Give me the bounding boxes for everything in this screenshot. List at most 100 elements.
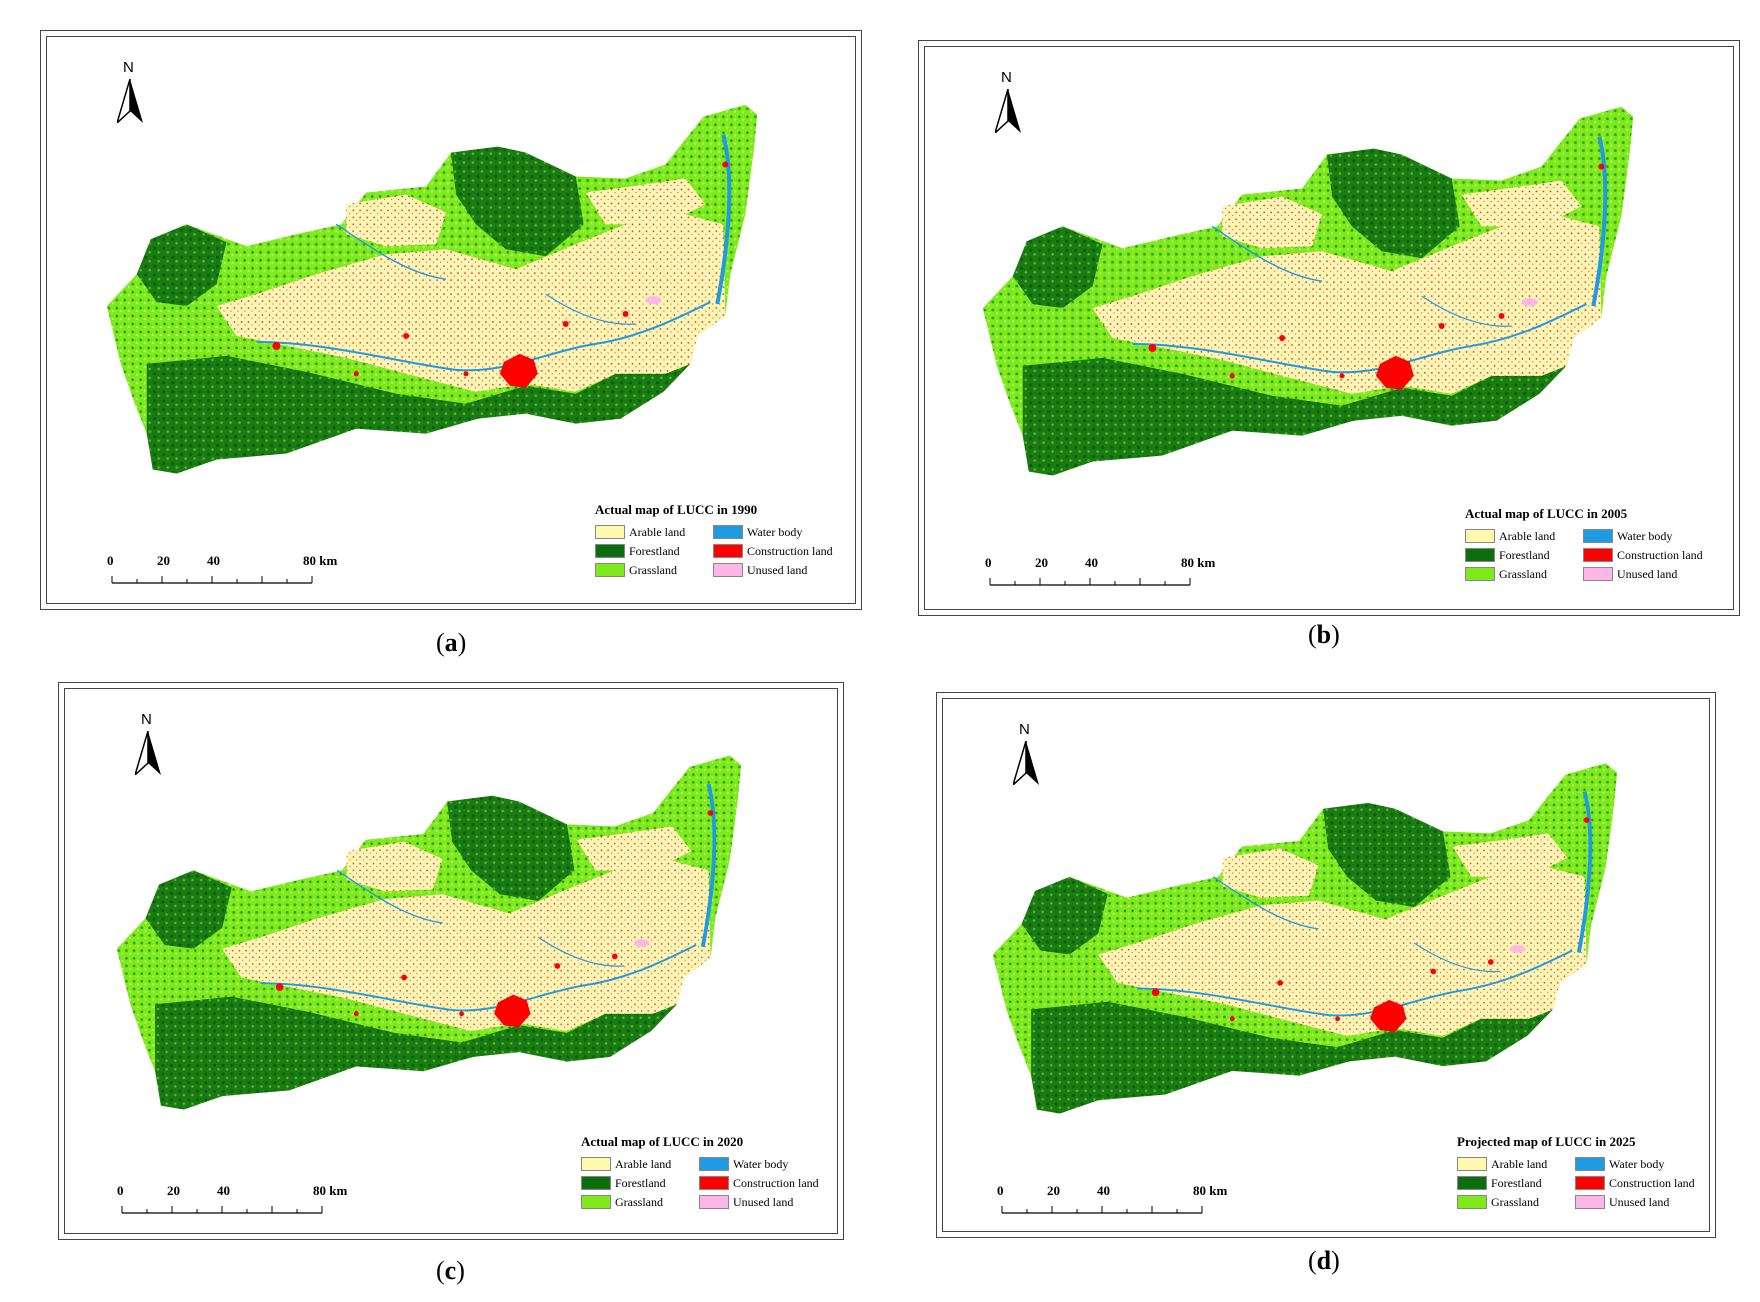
- scale-bar: 0 20 40 80 km: [997, 1183, 1231, 1223]
- legend-swatch: [713, 525, 743, 539]
- legend-label: Forestland: [629, 544, 680, 558]
- legend: Actual map of LUCC in 2020 Arable land Wa…: [581, 1134, 837, 1209]
- legend-label: Grassland: [615, 1195, 663, 1209]
- legend-item: Forestland: [595, 544, 713, 558]
- map-frame: N Projected map of LUCC in 2025 Arable l…: [942, 698, 1710, 1232]
- legend-label: Forestland: [1491, 1176, 1542, 1190]
- legend-swatch: [1465, 548, 1495, 562]
- north-arrow-icon: [995, 89, 1021, 133]
- legend-label: Forestland: [1499, 548, 1550, 562]
- map-panel-a: N Actual map of LUCC in 1990 Arable land…: [40, 30, 862, 610]
- scale-end-label: 80 km: [1181, 555, 1216, 570]
- legend-item: Construction land: [1575, 1176, 1709, 1190]
- legend-item: Arable land: [595, 525, 713, 539]
- legend-item: Unused land: [699, 1195, 837, 1209]
- scale-end-label: 80 km: [1193, 1183, 1228, 1198]
- legend-label: Grassland: [1499, 567, 1547, 581]
- legend-swatch: [713, 544, 743, 558]
- legend-label: Arable land: [1499, 529, 1556, 543]
- legend-swatch: [595, 563, 625, 577]
- legend-title: Actual map of LUCC in 2005: [1465, 506, 1628, 521]
- scale-tick-label: 40: [1097, 1183, 1110, 1198]
- legend-swatch: [581, 1176, 611, 1190]
- legend-item: Construction land: [713, 544, 853, 558]
- legend-swatch: [1465, 567, 1495, 581]
- legend-item: Water body: [1575, 1157, 1709, 1171]
- caption-d: (d): [1308, 1246, 1340, 1275]
- legend-item: Unused land: [713, 563, 853, 577]
- legend-label: Grassland: [629, 563, 677, 577]
- north-arrow-icon: [117, 79, 143, 123]
- legend-label: Arable land: [615, 1157, 672, 1171]
- legend-swatch: [581, 1195, 611, 1209]
- map-frame: N Actual map of LUCC in 2020 Arable land…: [64, 688, 838, 1234]
- legend-title: Actual map of LUCC in 2020: [581, 1134, 744, 1149]
- legend-grid: Arable land Water body Forestland Construct…: [1465, 529, 1723, 581]
- map-panel-c: N Actual map of LUCC in 2020 Arable land…: [58, 682, 844, 1240]
- legend-label: Construction land: [733, 1176, 819, 1190]
- scale-tick-label: 20: [1047, 1183, 1060, 1198]
- legend-item: Construction land: [1583, 548, 1723, 562]
- legend-swatch: [1575, 1176, 1605, 1190]
- legend-swatch: [1583, 529, 1613, 543]
- north-label: N: [141, 711, 152, 728]
- legend-label: Construction land: [747, 544, 833, 558]
- legend-swatch: [1465, 529, 1495, 543]
- legend-label: Construction land: [1609, 1176, 1695, 1190]
- legend-label: Water body: [747, 525, 803, 539]
- caption-c: (c): [436, 1256, 465, 1285]
- legend-grid: Arable land Water body Forestland Construct…: [595, 525, 853, 577]
- scale-tick-label: 40: [207, 553, 220, 568]
- scale-bar: 0 20 40 80 km: [117, 1183, 351, 1223]
- legend-title: Actual map of LUCC in 1990: [595, 502, 758, 517]
- legend-swatch: [1575, 1195, 1605, 1209]
- map-frame: N Actual map of LUCC in 1990 Arable land…: [46, 36, 856, 604]
- scale-tick-label: 0: [985, 555, 992, 570]
- legend-swatch: [1583, 567, 1613, 581]
- legend-label: Grassland: [1491, 1195, 1539, 1209]
- scale-tick-label: 20: [167, 1183, 180, 1198]
- legend-title: Projected map of LUCC in 2025: [1457, 1134, 1636, 1149]
- north-label: N: [1001, 69, 1012, 86]
- legend-swatch: [1457, 1195, 1487, 1209]
- scale-tick-label: 0: [117, 1183, 124, 1198]
- caption-b: (b): [1308, 620, 1340, 649]
- legend-item: Unused land: [1583, 567, 1723, 581]
- legend-item: Arable land: [581, 1157, 699, 1171]
- scale-end-label: 80 km: [313, 1183, 348, 1198]
- map-frame: N Actual map of LUCC in 2005 Arable land…: [924, 46, 1734, 610]
- legend-item: Construction land: [699, 1176, 837, 1190]
- legend-swatch: [1457, 1176, 1487, 1190]
- legend-swatch: [1457, 1157, 1487, 1171]
- legend-item: Grassland: [595, 563, 713, 577]
- legend-swatch: [713, 563, 743, 577]
- legend-item: Arable land: [1457, 1157, 1575, 1171]
- legend-item: Unused land: [1575, 1195, 1709, 1209]
- scale-bar-line: [989, 578, 1191, 586]
- legend-label: Water body: [733, 1157, 789, 1171]
- legend-item: Grassland: [1465, 567, 1583, 581]
- scale-tick-label: 40: [1085, 555, 1098, 570]
- legend-swatch: [581, 1157, 611, 1171]
- legend: Actual map of LUCC in 2005 Arable land Wa…: [1465, 507, 1723, 581]
- legend-label: Arable land: [1491, 1157, 1548, 1171]
- scale-tick-label: 40: [217, 1183, 230, 1198]
- legend-item: Grassland: [1457, 1195, 1575, 1209]
- scale-tick-label: 0: [107, 553, 114, 568]
- legend-label: Unused land: [747, 563, 808, 577]
- caption-a: (a): [436, 628, 467, 657]
- north-label: N: [123, 59, 134, 76]
- legend-grid: Arable land Water body Forestland Construct…: [1457, 1157, 1709, 1209]
- legend-item: Forestland: [581, 1176, 699, 1190]
- scale-end-label: 80 km: [303, 553, 338, 568]
- scale-tick-label: 20: [157, 553, 170, 568]
- scale-bar: 0 20 40 80 km: [985, 555, 1219, 595]
- legend-swatch: [1583, 548, 1613, 562]
- legend-swatch: [699, 1195, 729, 1209]
- legend-label: Unused land: [1609, 1195, 1670, 1209]
- scale-bar: 0 20 40 80 km: [107, 553, 341, 593]
- legend: Actual map of LUCC in 1990 Arable land Wa…: [595, 503, 853, 577]
- legend-label: Water body: [1617, 529, 1673, 543]
- legend-swatch: [699, 1176, 729, 1190]
- legend-item: Water body: [1583, 529, 1723, 543]
